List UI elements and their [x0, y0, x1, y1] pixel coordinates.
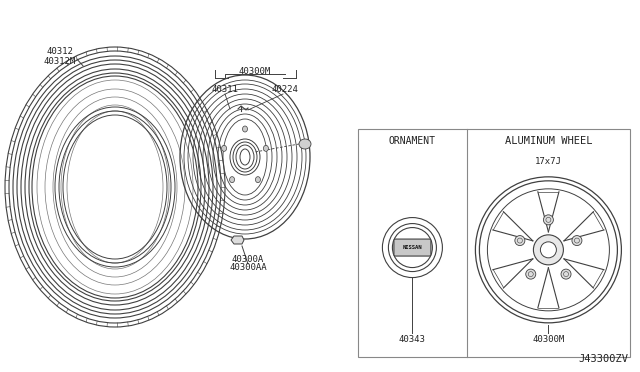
Text: ORNAMENT: ORNAMENT [389, 136, 436, 146]
Circle shape [543, 215, 554, 225]
Ellipse shape [255, 177, 260, 183]
Text: 17x7J: 17x7J [535, 157, 562, 166]
Circle shape [526, 269, 536, 279]
Text: ALUMINUM WHEEL: ALUMINUM WHEEL [505, 136, 592, 146]
Text: 40300M: 40300M [532, 334, 564, 343]
Ellipse shape [243, 126, 248, 132]
Text: 40300AA: 40300AA [229, 263, 267, 273]
Text: 40300M: 40300M [239, 67, 271, 77]
FancyBboxPatch shape [394, 239, 431, 256]
Bar [358, 129, 630, 357]
Ellipse shape [299, 139, 311, 149]
Text: 40312M: 40312M [44, 57, 76, 65]
Text: NISSAN: NISSAN [403, 245, 422, 250]
Circle shape [533, 235, 563, 265]
Polygon shape [231, 236, 244, 244]
Text: 40312: 40312 [47, 48, 74, 57]
Circle shape [572, 235, 582, 246]
Text: 40343: 40343 [399, 334, 426, 343]
Text: 40224: 40224 [271, 84, 298, 93]
Ellipse shape [264, 145, 268, 151]
Ellipse shape [230, 177, 235, 183]
Text: 40300A: 40300A [232, 254, 264, 263]
Text: 40311: 40311 [212, 84, 239, 93]
Ellipse shape [55, 107, 175, 267]
Circle shape [540, 242, 556, 258]
Circle shape [561, 269, 571, 279]
Circle shape [515, 235, 525, 246]
Text: J43300ZV: J43300ZV [578, 354, 628, 364]
Ellipse shape [221, 145, 227, 151]
